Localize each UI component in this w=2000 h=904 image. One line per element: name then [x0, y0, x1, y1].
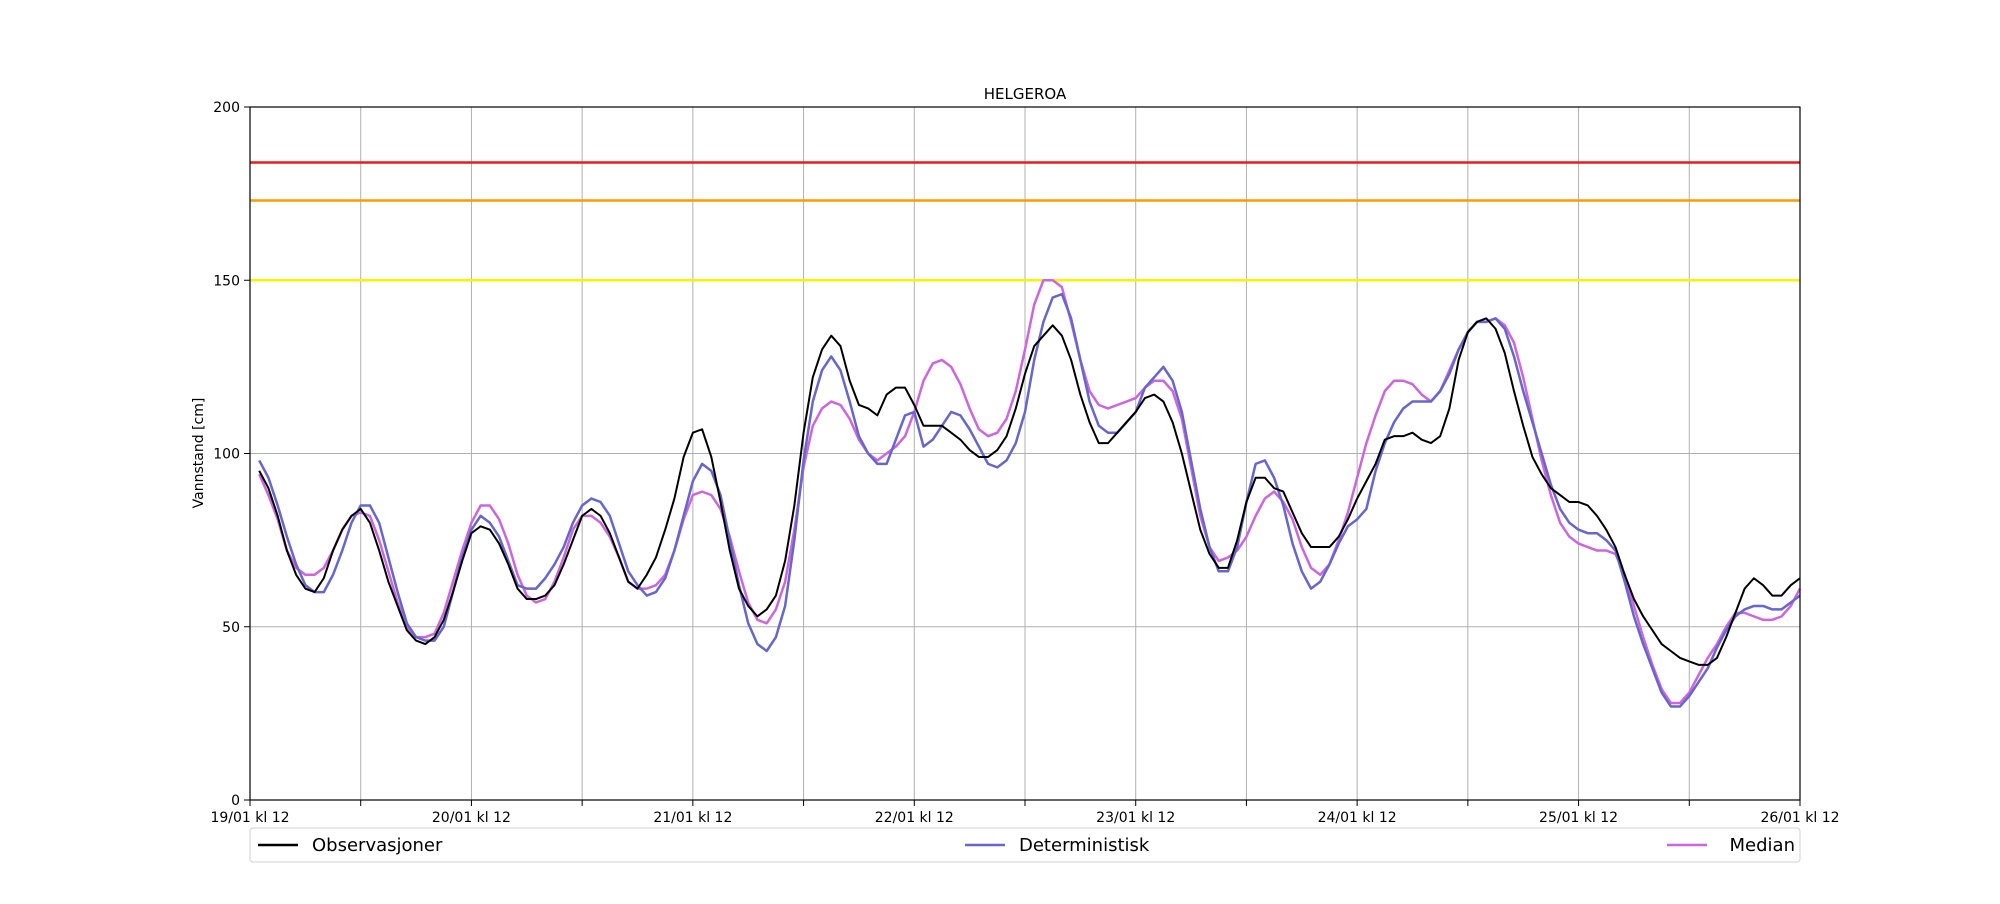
x-tick-label: 24/01 kl 12: [1318, 810, 1397, 826]
series-line-deterministisk: [258, 292, 1801, 708]
y-tick-label: 0: [231, 793, 240, 809]
series-line-median: [258, 279, 1802, 705]
legend: Observasjoner Deterministisk Median: [249, 827, 1801, 863]
legend-label-median: Median: [1730, 835, 1795, 856]
x-tick-label: 19/01 kl 12: [210, 810, 289, 826]
y-tick-label: 50: [222, 620, 240, 636]
y-tick-label: 200: [213, 100, 240, 116]
x-tick-label: 22/01 kl 12: [875, 810, 954, 826]
x-tick-label: 26/01 kl 12: [1760, 810, 1839, 826]
y-tick-label: 150: [213, 273, 240, 289]
grid-layer: [250, 107, 1800, 800]
x-axis: 19/01 kl 12 20/01 kl 12 21/01 kl 12 22/01 k…: [210, 800, 1840, 826]
x-tick-label: 20/01 kl 12: [432, 810, 511, 826]
legend-label-deterministisk: Deterministisk: [1019, 835, 1150, 856]
series-layer: [258, 279, 1802, 708]
threshold-layer: [250, 161, 1800, 282]
y-tick-label: 100: [213, 447, 240, 463]
y-axis: 0 50 100 150 200: [213, 100, 250, 809]
x-tick-label: 23/01 kl 12: [1096, 810, 1175, 826]
x-tick-label: 21/01 kl 12: [653, 810, 732, 826]
chart-title: HELGEROA: [984, 85, 1067, 103]
legend-frame: [249, 827, 1801, 863]
legend-label-observasjoner: Observasjoner: [312, 835, 443, 856]
x-tick-label: 25/01 kl 12: [1539, 810, 1618, 826]
series-line-observasjoner: [258, 317, 1801, 666]
y-axis-label: Vannstand [cm]: [191, 398, 207, 509]
